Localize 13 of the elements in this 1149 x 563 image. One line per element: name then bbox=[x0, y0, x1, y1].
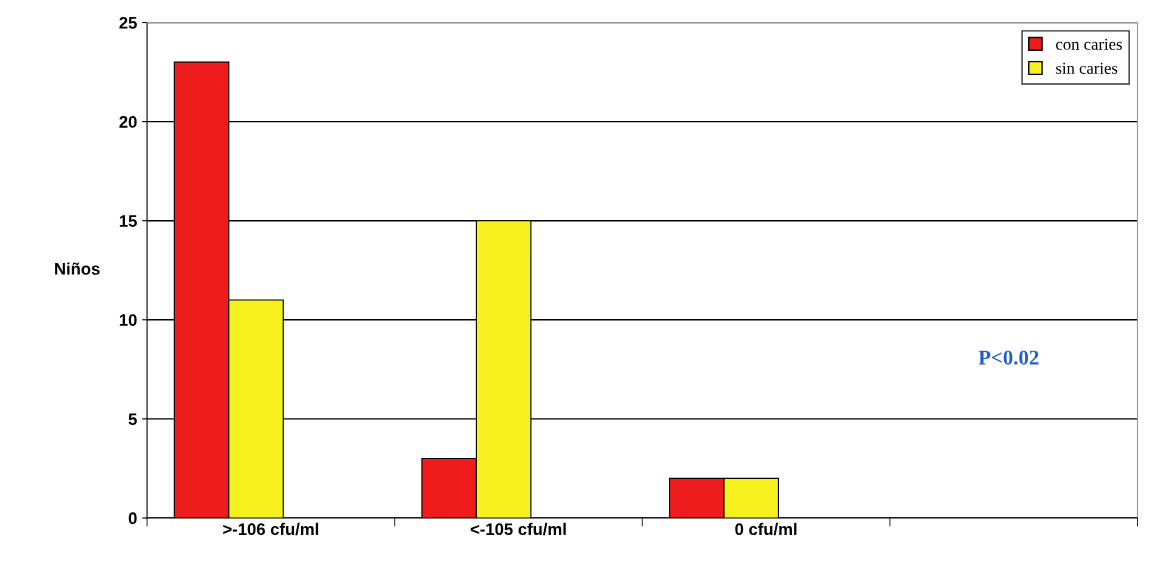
annotation: P<0.02 bbox=[978, 350, 1039, 365]
y-tick-label: 0 bbox=[128, 512, 137, 525]
y-tick-label: 20 bbox=[119, 116, 137, 128]
legend-label: sin caries bbox=[1056, 62, 1118, 74]
legend-label: con caries bbox=[1056, 38, 1122, 50]
y-tick-label: 10 bbox=[119, 314, 137, 326]
y-axis-title: Niños bbox=[55, 262, 100, 275]
y-tick-label: 5 bbox=[128, 413, 137, 426]
x-tick-label: >-106 cfu/ml bbox=[223, 522, 319, 536]
y-tick-label: 25 bbox=[119, 16, 137, 29]
y-tick-label: 15 bbox=[119, 215, 137, 227]
x-tick-label: <-105 cfu/ml bbox=[470, 522, 566, 536]
x-tick-label: 0 cfu/ml bbox=[735, 522, 797, 536]
